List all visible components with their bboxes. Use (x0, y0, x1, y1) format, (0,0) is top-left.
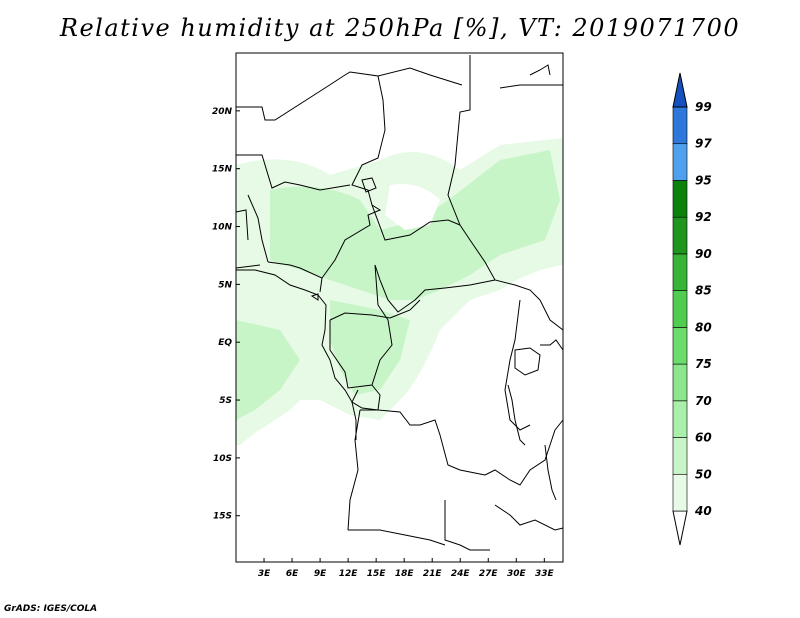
lon-tick-label: 9E (314, 569, 327, 579)
border-line (236, 71, 386, 279)
border-line (236, 154, 351, 191)
colorbar-segment (672, 106, 688, 145)
lake-chad (361, 177, 377, 193)
lon-tick-label: 33E (535, 569, 555, 579)
colorbar-label: 50 (695, 467, 712, 481)
border-line (504, 299, 531, 431)
border-line (267, 261, 323, 293)
colorbar-segment (672, 363, 688, 402)
border-line (247, 194, 269, 263)
colorbar-label: 80 (695, 320, 712, 334)
colorbar-label: 60 (695, 431, 712, 445)
coast-red-sea (529, 64, 551, 76)
border-line (347, 409, 361, 531)
lake-victoria (514, 347, 541, 376)
country-borders (235, 55, 564, 551)
border-line (235, 264, 261, 269)
colorbar-label: 70 (695, 394, 712, 408)
colorbar-segment (672, 400, 688, 438)
border-line (360, 409, 486, 476)
lon-tick-label: 24E (451, 569, 471, 579)
border-line (377, 67, 463, 86)
humidity-core-central (330, 300, 410, 395)
colorbar-label: 92 (695, 210, 712, 224)
colorbar-segment (672, 510, 688, 546)
border-line (447, 55, 541, 301)
coast-island (310, 293, 319, 301)
border-line (484, 419, 564, 486)
colorbar-label: 40 (694, 504, 712, 518)
lake-malawi (544, 444, 557, 501)
lat-tick-label: 20N (212, 107, 233, 117)
colorbar-segment (672, 216, 688, 255)
lon-tick-label: 3E (258, 569, 271, 579)
colorbar-segment (672, 253, 688, 291)
lon-tick-label: 27E (479, 569, 499, 579)
map-title: Relative humidity at 250hPa [%], VT: 201… (59, 14, 741, 42)
colorbar-segment (672, 473, 688, 512)
colorbar-label: 90 (695, 247, 712, 261)
lon-tick-label: 21E (423, 569, 443, 579)
border-line (235, 209, 249, 241)
border-line (539, 299, 564, 331)
border-line (348, 529, 446, 546)
colorbar-segment (672, 180, 688, 218)
border-line (540, 339, 564, 351)
colorbar-segment (672, 327, 688, 365)
lat-tick-label: 15N (212, 165, 233, 175)
colorbar-label: 99 (695, 100, 712, 114)
lake-tanganyika (507, 384, 526, 446)
lat-tick-label: 10N (212, 223, 233, 233)
colorbar-segment (672, 143, 688, 181)
lon-tick-label: 15E (367, 569, 387, 579)
lat-tick-label: EQ (218, 338, 232, 348)
border-line (499, 84, 563, 89)
colorbar-segment (672, 437, 688, 475)
lat-tick-label: 15S (213, 512, 232, 522)
colorbar-label: 95 (695, 173, 712, 187)
colorbar-segment (672, 290, 688, 328)
border-line (494, 504, 564, 531)
border-line (351, 384, 381, 411)
lat-tick-label: 5S (219, 396, 232, 406)
lon-tick-label: 18E (395, 569, 415, 579)
border-line (371, 204, 461, 241)
lon-tick-label: 6E (286, 569, 299, 579)
colorbar-label: 85 (695, 284, 712, 298)
lon-tick-label: 30E (507, 569, 527, 579)
lon-tick-label: 12E (339, 569, 359, 579)
colorbar-segment (672, 72, 688, 108)
border-line (444, 500, 490, 551)
coastline (236, 269, 357, 440)
humidity-core-coast (236, 320, 300, 420)
border-line (374, 264, 496, 313)
humidity-shading (236, 138, 563, 445)
colorbar-label: 75 (695, 357, 712, 371)
humidity-clear-patch (385, 184, 440, 230)
border-line (329, 312, 391, 321)
colorbar-label: 97 (695, 137, 712, 151)
lat-tick-label: 5N (218, 280, 232, 290)
map-frame (235, 52, 564, 563)
colorbar: 40 50 60 70 75 80 85 90 92 95 97 99 (672, 72, 712, 546)
border-line (329, 264, 393, 389)
map-axes: 3E 6E 9E 12E 15E 18E 21E 24E 27E 30E 33E 20N 15N 10N 5… (212, 107, 555, 579)
lat-tick-label: 10S (213, 454, 232, 464)
footer-credit: GrADS: IGES/COLA (4, 604, 98, 614)
border-line (389, 299, 421, 319)
